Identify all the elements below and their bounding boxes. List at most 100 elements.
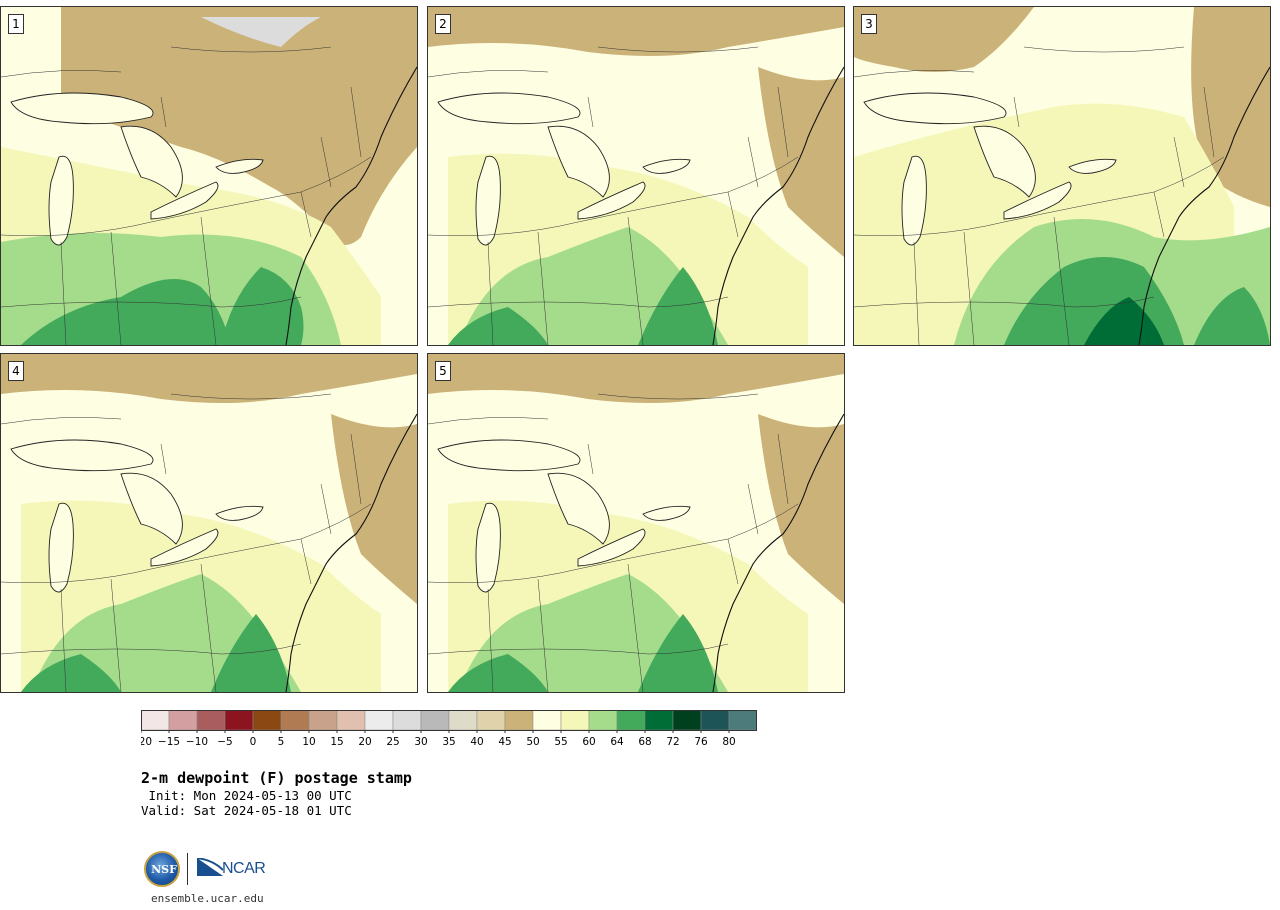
dewpoint-fill	[1194, 287, 1270, 345]
state-boundary	[428, 417, 549, 425]
colorbar-tick-label: 72	[666, 736, 679, 748]
website-url: ensemble.ucar.edu	[151, 892, 264, 905]
colorbar-tick-label: 55	[554, 736, 567, 748]
colorbar-tick-label: 5	[278, 736, 285, 748]
map-panel: 5	[427, 353, 845, 693]
colorbar-bin	[476, 710, 506, 731]
state-boundary	[428, 221, 579, 236]
state-boundary	[537, 578, 549, 692]
colorbar-bin	[644, 710, 674, 731]
state-boundary	[913, 241, 920, 345]
state-boundary	[487, 588, 494, 692]
coastline	[285, 413, 417, 692]
state-boundary	[1, 648, 222, 655]
dewpoint-fill	[21, 279, 231, 345]
lake-outline	[150, 528, 219, 567]
state-boundary	[727, 503, 799, 540]
lake-outline	[642, 505, 691, 521]
state-boundary	[487, 241, 494, 345]
state-boundary	[1003, 191, 1155, 223]
dewpoint-fill	[758, 67, 844, 257]
state-boundary	[1153, 191, 1165, 238]
state-boundary	[160, 96, 167, 128]
colorbar-bin	[364, 710, 394, 731]
state-boundary	[747, 136, 759, 188]
colorbar-tick-label: 64	[610, 736, 624, 748]
lake-outline	[642, 158, 691, 174]
colorbar-tick-label: 20	[358, 736, 371, 748]
state-boundary	[1, 568, 152, 583]
lake-outline	[215, 505, 264, 521]
dewpoint-map	[428, 7, 844, 345]
colorbar-tick-label: 45	[498, 736, 511, 748]
state-boundary	[587, 443, 594, 475]
coastline	[285, 66, 417, 345]
state-boundary	[170, 46, 332, 53]
colorbar-bin	[420, 710, 450, 731]
state-boundary	[428, 301, 649, 308]
state-boundary	[150, 538, 302, 570]
colorbar-bin	[308, 710, 338, 731]
coastline	[712, 413, 844, 692]
colorbar-bin	[700, 710, 730, 731]
colorbar-tick-label: 68	[638, 736, 651, 748]
state-boundary	[577, 538, 729, 570]
state-boundary	[428, 70, 549, 78]
map-panel: 3	[853, 6, 1271, 346]
state-boundary	[300, 503, 372, 540]
colorbar-bin	[336, 710, 366, 731]
colorbar-tick-label: 76	[694, 736, 708, 748]
state-boundary	[587, 96, 594, 128]
state-boundary	[727, 156, 799, 193]
lake-outline	[1068, 158, 1117, 174]
colorbar-tick-label: 80	[722, 736, 735, 748]
dewpoint-fill	[1, 354, 417, 403]
lake-outline	[577, 181, 646, 220]
dewpoint-map	[1, 354, 417, 692]
state-boundary	[428, 648, 649, 655]
colorbar-tick-label: −10	[186, 736, 208, 748]
colorbar-tick-label: 10	[302, 736, 315, 748]
state-boundary	[428, 568, 579, 583]
state-boundary	[1013, 96, 1020, 128]
state-boundary	[597, 46, 759, 53]
dewpoint-map	[428, 354, 844, 692]
state-boundary	[1053, 216, 1070, 345]
state-boundary	[60, 588, 67, 692]
dewpoint-fill	[638, 267, 718, 345]
state-boundary	[1173, 136, 1185, 188]
colorbar-tick-label: −5	[217, 736, 232, 748]
colorbar-bin	[560, 710, 590, 731]
dewpoint-fill	[854, 7, 1034, 72]
map-panel: 4	[0, 353, 418, 693]
state-boundary	[200, 563, 217, 692]
colorbar-bin	[168, 710, 198, 731]
colorbar: −20 −15 −10 −5 0 5 10 15 20 25 30 35 40 45 50 55 60 64 68 7…	[141, 710, 757, 748]
colorbar-bin	[448, 710, 478, 731]
dewpoint-fill	[331, 414, 417, 604]
map-panel: 2	[427, 6, 845, 346]
panel-number: 5	[435, 361, 451, 381]
dewpoint-fill	[221, 267, 304, 345]
lake-outline	[437, 439, 581, 472]
lake-outline	[577, 528, 646, 567]
state-boundary	[1, 70, 122, 78]
lake-outline	[973, 125, 1036, 198]
dewpoint-fill	[1191, 7, 1270, 207]
colorbar-bin	[392, 710, 422, 731]
state-boundary	[727, 191, 739, 238]
state-boundary	[854, 301, 1075, 308]
dewpoint-fill	[1084, 297, 1164, 345]
lake-outline	[901, 155, 927, 246]
dewpoint-fill	[21, 654, 121, 692]
state-boundary	[300, 191, 312, 238]
colorbar-tick-label: 0	[250, 736, 257, 748]
colorbar-tick-label: −15	[158, 736, 180, 748]
lake-outline	[1003, 181, 1072, 220]
logos: NSF NCAR	[144, 850, 284, 890]
panel-number: 2	[435, 14, 451, 34]
lake-outline	[475, 155, 501, 246]
colorbar-bin	[532, 710, 562, 731]
ncar-logo-text: NCAR	[222, 860, 266, 877]
state-boundary	[350, 433, 362, 505]
